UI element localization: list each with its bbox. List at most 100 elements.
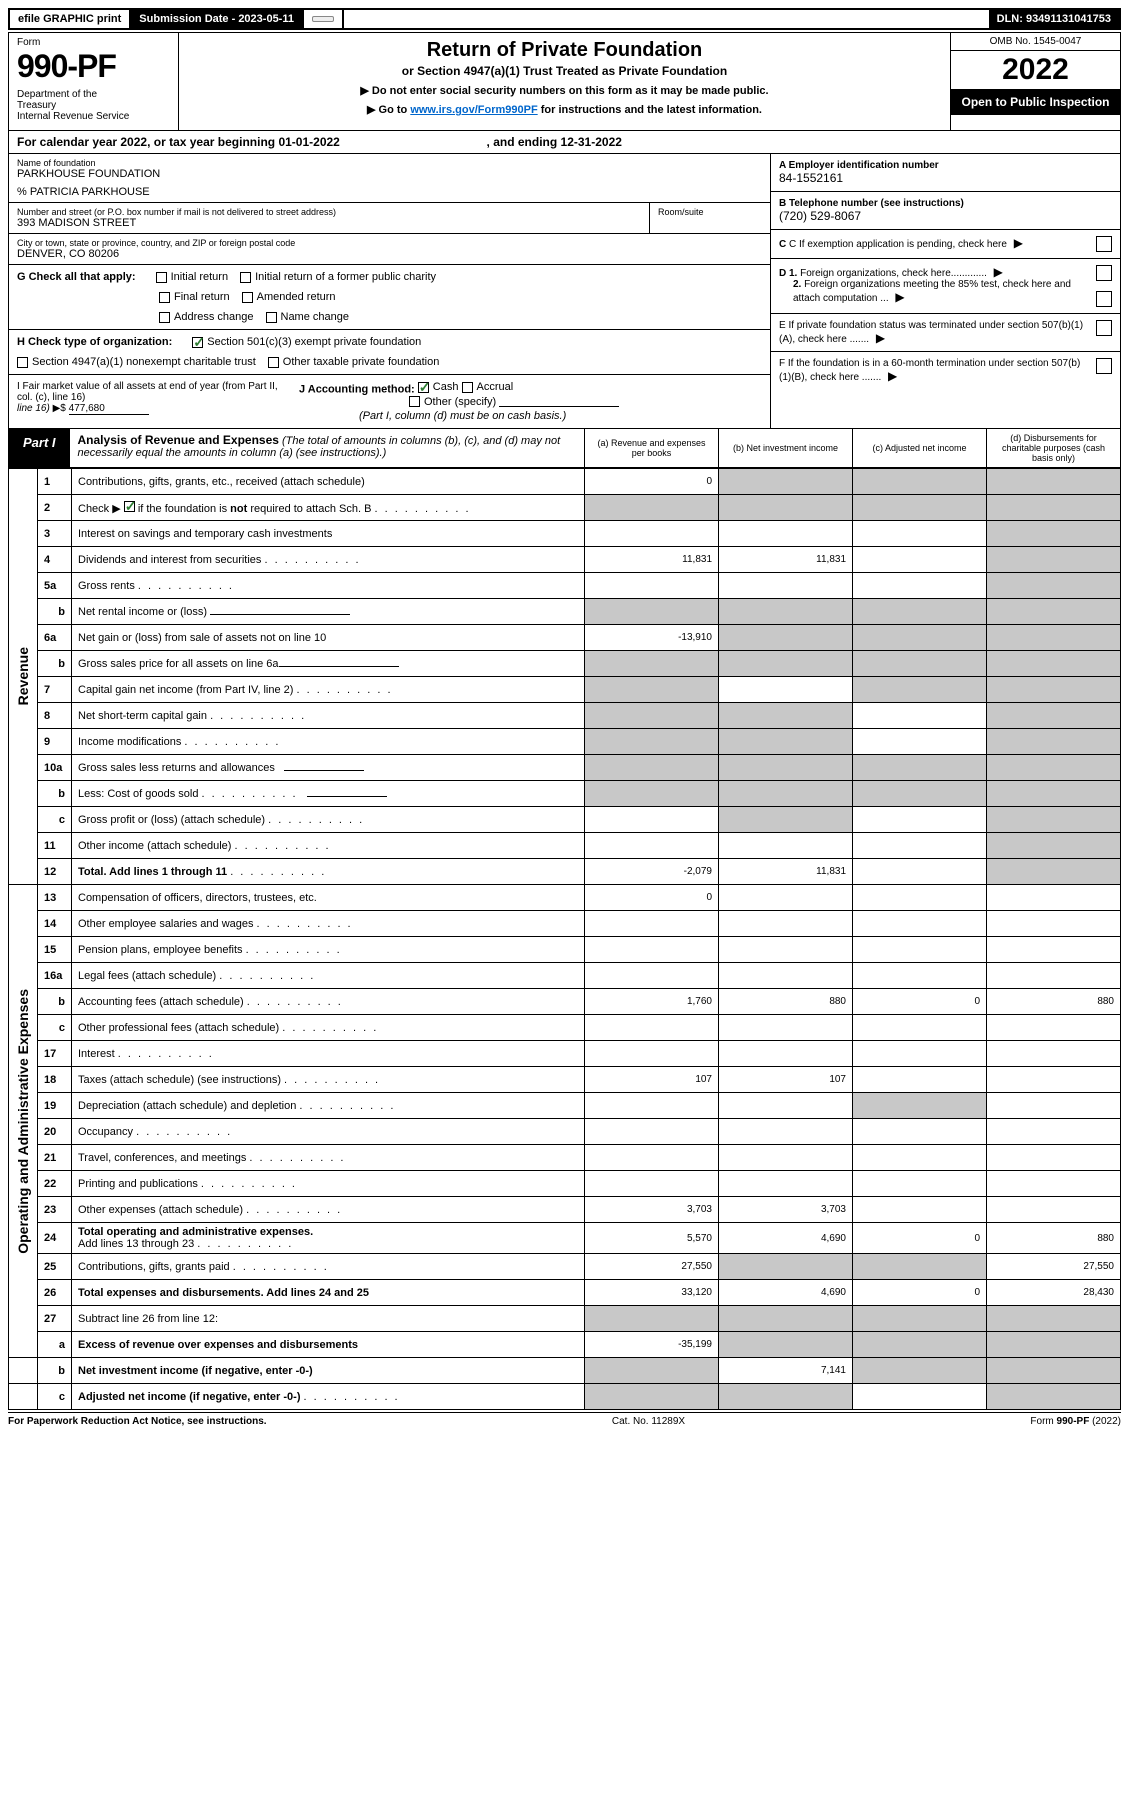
page-footer: For Paperwork Reduction Act Notice, see … <box>8 1412 1121 1427</box>
form-note2: ▶ Go to www.irs.gov/Form990PF for instru… <box>187 103 942 116</box>
table-row: 23Other expenses (attach schedule) 3,703… <box>9 1197 1121 1223</box>
cb-e[interactable] <box>1096 320 1112 336</box>
table-row: bNet investment income (if negative, ent… <box>9 1358 1121 1384</box>
g-label: G Check all that apply: <box>17 271 136 283</box>
table-row: 2Check ▶ if the foundation is not requir… <box>9 495 1121 521</box>
cb-d1[interactable] <box>1096 265 1112 281</box>
h-row: H Check type of organization: Section 50… <box>9 330 770 375</box>
calendar-year-row: For calendar year 2022, or tax year begi… <box>8 131 1121 154</box>
print-button[interactable] <box>312 16 334 22</box>
fmv-value: 477,680 <box>69 403 149 415</box>
table-row: Operating and Administrative Expenses 13… <box>9 885 1121 911</box>
dln-label: DLN: 93491131041753 <box>989 10 1119 28</box>
table-row: 17Interest <box>9 1041 1121 1067</box>
submission-date: Submission Date - 2023-05-11 <box>131 10 304 28</box>
table-row: 10aGross sales less returns and allowanc… <box>9 755 1121 781</box>
table-row: bNet rental income or (loss) <box>9 599 1121 625</box>
instructions-link[interactable]: www.irs.gov/Form990PF <box>410 104 537 116</box>
table-row: 8Net short-term capital gain <box>9 703 1121 729</box>
cb-amended-return[interactable]: Amended return <box>242 291 336 303</box>
cb-name-change[interactable]: Name change <box>266 311 350 323</box>
room-suite: Room/suite <box>650 203 770 233</box>
right-column: A Employer identification number84-15521… <box>770 154 1120 428</box>
cb-501c3[interactable]: Section 501(c)(3) exempt private foundat… <box>192 336 421 348</box>
cb-final-return[interactable]: Final return <box>159 291 230 303</box>
foundation-name-cell: Name of foundation PARKHOUSE FOUNDATION … <box>9 154 770 203</box>
cb-cash[interactable]: Cash <box>418 381 459 393</box>
table-row: 20Occupancy <box>9 1119 1121 1145</box>
cb-c[interactable] <box>1096 236 1112 252</box>
col-d-head: (d) Disbursements for charitable purpose… <box>986 429 1120 467</box>
j-block: J Accounting method: Cash Accrual Other … <box>287 381 762 422</box>
form-word: Form <box>17 37 170 48</box>
open-public-badge: Open to Public Inspection <box>951 89 1120 115</box>
table-row: Revenue 1Contributions, gifts, grants, e… <box>9 469 1121 495</box>
table-row: bLess: Cost of goods sold <box>9 781 1121 807</box>
form-title: Return of Private Foundation <box>187 39 942 62</box>
form-number: 990-PF <box>17 48 170 85</box>
table-row: 9Income modifications <box>9 729 1121 755</box>
print-button-cell <box>304 10 344 28</box>
header-right: OMB No. 1545-0047 2022 Open to Public In… <box>950 33 1120 130</box>
omb-number: OMB No. 1545-0047 <box>951 33 1120 51</box>
f-60month: F If the foundation is in a 60-month ter… <box>771 352 1120 389</box>
i-block: I Fair market value of all assets at end… <box>17 381 287 422</box>
cb-other-method[interactable]: Other (specify) <box>409 396 496 408</box>
ij-row: I Fair market value of all assets at end… <box>9 375 770 428</box>
form-subtitle: or Section 4947(a)(1) Trust Treated as P… <box>187 64 942 78</box>
expenses-side: Operating and Administrative Expenses <box>9 885 38 1358</box>
table-row: 15Pension plans, employee benefits <box>9 937 1121 963</box>
form-header: Form 990-PF Department of theTreasuryInt… <box>8 32 1121 131</box>
cb-accrual[interactable]: Accrual <box>462 381 514 393</box>
part1-header: Part I Analysis of Revenue and Expenses … <box>8 429 1121 468</box>
table-row: 19Depreciation (attach schedule) and dep… <box>9 1093 1121 1119</box>
cb-sch-b[interactable] <box>124 501 135 512</box>
cb-initial-return[interactable]: Initial return <box>156 271 228 283</box>
table-row: 18Taxes (attach schedule) (see instructi… <box>9 1067 1121 1093</box>
table-row: 22Printing and publications <box>9 1171 1121 1197</box>
table-row: 21Travel, conferences, and meetings <box>9 1145 1121 1171</box>
table-row: cAdjusted net income (if negative, enter… <box>9 1384 1121 1410</box>
form-note1: ▶ Do not enter social security numbers o… <box>187 84 942 97</box>
header-left: Form 990-PF Department of theTreasuryInt… <box>9 33 179 130</box>
footer-left: For Paperwork Reduction Act Notice, see … <box>8 1416 267 1427</box>
table-row: 16aLegal fees (attach schedule) <box>9 963 1121 989</box>
table-row: cGross profit or (loss) (attach schedule… <box>9 807 1121 833</box>
table-row: 7Capital gain net income (from Part IV, … <box>9 677 1121 703</box>
cb-f[interactable] <box>1096 358 1112 374</box>
d-foreign: D 1. Foreign organizations, check here..… <box>771 259 1120 314</box>
cb-d2[interactable] <box>1096 291 1112 307</box>
cb-other-taxable[interactable]: Other taxable private foundation <box>268 356 440 368</box>
table-row: 27Subtract line 26 from line 12: <box>9 1306 1121 1332</box>
part1-badge: Part I <box>9 429 70 467</box>
table-row: cOther professional fees (attach schedul… <box>9 1015 1121 1041</box>
table-row: bGross sales price for all assets on lin… <box>9 651 1121 677</box>
table-row: 24Total operating and administrative exp… <box>9 1223 1121 1254</box>
header-mid: Return of Private Foundation or Section … <box>179 33 950 130</box>
table-row: 26Total expenses and disbursements. Add … <box>9 1280 1121 1306</box>
revenue-side: Revenue <box>9 469 38 885</box>
col-b-head: (b) Net investment income <box>718 429 852 467</box>
table-row: 25Contributions, gifts, grants paid 27,5… <box>9 1254 1121 1280</box>
table-row: 5aGross rents <box>9 573 1121 599</box>
cb-4947a1[interactable]: Section 4947(a)(1) nonexempt charitable … <box>17 356 256 368</box>
table-row: 14Other employee salaries and wages <box>9 911 1121 937</box>
cb-initial-former[interactable]: Initial return of a former public charit… <box>240 271 436 283</box>
address-row: Number and street (or P.O. box number if… <box>9 203 770 234</box>
c-exemption: C C If exemption application is pending,… <box>771 230 1120 259</box>
table-row: 6aNet gain or (loss) from sale of assets… <box>9 625 1121 651</box>
h-label: H Check type of organization: <box>17 336 172 348</box>
footer-right: Form 990-PF (2022) <box>1030 1416 1121 1427</box>
entity-info: Name of foundation PARKHOUSE FOUNDATION … <box>8 154 1121 429</box>
dept-label: Department of theTreasuryInternal Revenu… <box>17 89 170 122</box>
part1-title: Analysis of Revenue and Expenses (The to… <box>70 429 584 467</box>
table-row: 11Other income (attach schedule) <box>9 833 1121 859</box>
tax-year: 2022 <box>951 51 1120 89</box>
b-phone: B Telephone number (see instructions)(72… <box>771 192 1120 230</box>
efile-label: efile GRAPHIC print <box>10 10 131 28</box>
a-ein: A Employer identification number84-15521… <box>771 154 1120 192</box>
col-c-head: (c) Adjusted net income <box>852 429 986 467</box>
top-bar: efile GRAPHIC print Submission Date - 20… <box>8 8 1121 30</box>
cb-address-change[interactable]: Address change <box>159 311 254 323</box>
table-row: 12Total. Add lines 1 through 11 -2,07911… <box>9 859 1121 885</box>
